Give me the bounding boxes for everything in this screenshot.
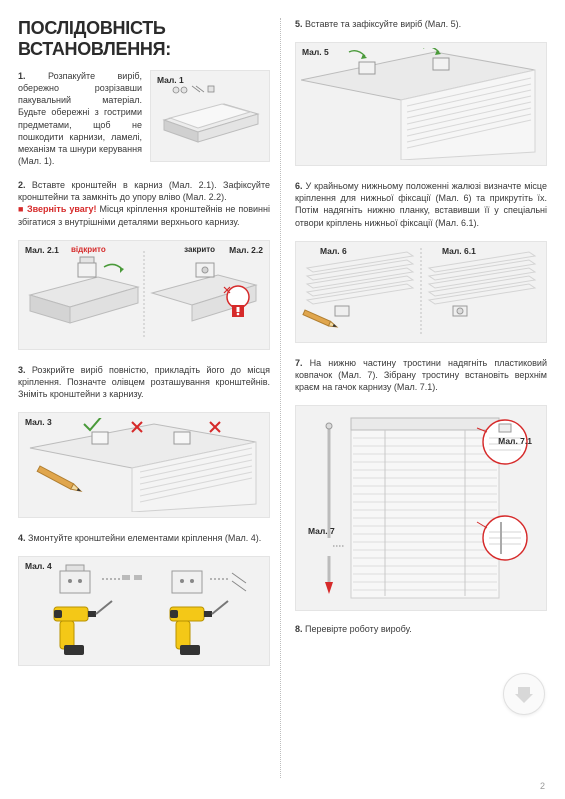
step-num: 5. xyxy=(295,19,303,29)
step-8: 8. Перевірте роботу виробу. xyxy=(295,623,547,635)
step-text: Перевірте роботу виробу. xyxy=(305,624,412,634)
step-num: 8. xyxy=(295,624,303,634)
step-7: 7. На нижню частину тростини надягніть п… xyxy=(295,357,547,393)
step-num: 1. xyxy=(18,71,26,81)
fig-label: Мал. 6.1 xyxy=(442,246,476,256)
figure-mal5: Мал. 5 xyxy=(295,42,547,166)
fig-label: Мал. 4 xyxy=(25,561,52,571)
figure-mal3: Мал. 3 xyxy=(18,412,270,518)
step-text: Розкрийте виріб повністю, прикладіть йог… xyxy=(18,365,270,399)
next-arrow-icon xyxy=(503,673,545,715)
figure-mal1: Мал. 1 xyxy=(150,70,270,162)
step-num: 6. xyxy=(295,181,303,191)
step-3: 3. Розкрийте виріб повністю, прикладіть … xyxy=(18,364,270,400)
step-4: 4. Змонтуйте кронштейни елементами кріпл… xyxy=(18,532,270,544)
step-text: Вставте та зафіксуйте виріб (Мал. 5). xyxy=(305,19,461,29)
figure-mal7: Мал. 7 Мал. 7.1 xyxy=(295,405,547,611)
step-num: 3. xyxy=(18,365,26,375)
fig-label: Мал. 6 xyxy=(320,246,347,256)
step-6: 6. У крайньому нижньому положенні жалюзі… xyxy=(295,180,547,229)
step-text: Розпакуйте виріб, обережно розрізавши па… xyxy=(18,71,142,166)
fig-label: Мал. 1 xyxy=(157,75,184,85)
step-1: 1. Розпакуйте виріб, обережно розрізавши… xyxy=(18,70,270,167)
step-text: Змонтуйте кронштейни елементами кріпленн… xyxy=(28,533,261,543)
fig-label: Мал. 2.1 xyxy=(25,245,59,255)
fig-label: Мал. 3 xyxy=(25,417,52,427)
step-num: 4. xyxy=(18,533,26,543)
open-label: відкрито xyxy=(71,245,106,254)
fig-label: Мал. 5 xyxy=(302,47,329,57)
step-2: 2. Вставте кронштейн в карниз (Мал. 2.1)… xyxy=(18,179,270,228)
page-title: ПОСЛІДОВНІСТЬ ВСТАНОВЛЕННЯ: xyxy=(18,18,270,60)
fig-label: Мал. 2.2 xyxy=(229,245,263,255)
warn-mark: ■ xyxy=(18,204,24,214)
step-text: Вставте кронштейн в карниз (Мал. 2.1). З… xyxy=(18,180,270,202)
page-number: 2 xyxy=(540,781,545,791)
figure-mal4: Мал. 4 xyxy=(18,556,270,666)
fig-label: Мал. 7.1 xyxy=(498,436,532,446)
warn-label: Зверніть увагу! xyxy=(27,204,97,214)
step-num: 2. xyxy=(18,180,26,190)
closed-label: закрито xyxy=(184,245,215,254)
step-num: 7. xyxy=(295,358,303,368)
figure-mal6: Мал. 6 Мал. 6.1 xyxy=(295,241,547,343)
step-text: На нижню частину тростини надягніть плас… xyxy=(295,358,547,392)
step-text: У крайньому нижньому положенні жалюзі ви… xyxy=(295,181,547,227)
fig-label: Мал. 7 xyxy=(308,526,335,536)
step-5: 5. Вставте та зафіксуйте виріб (Мал. 5). xyxy=(295,18,547,30)
figure-mal2: Мал. 2.1 відкрито закрито Мал. 2.2 xyxy=(18,240,270,350)
